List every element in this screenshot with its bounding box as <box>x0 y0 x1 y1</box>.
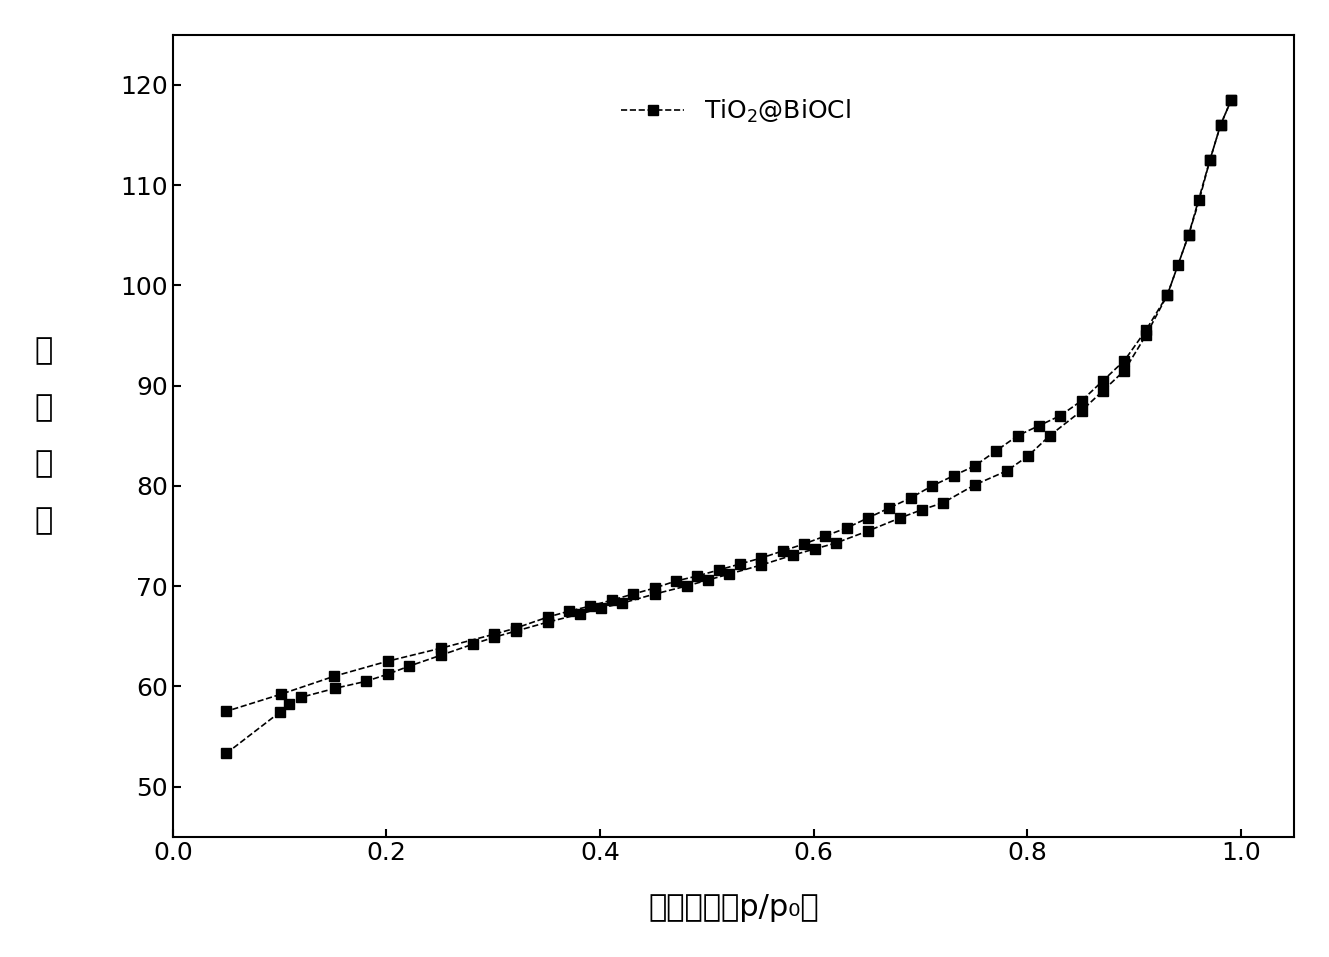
TiO$_2$@BiOCl <box>1021 450 1037 461</box>
TiO$_2$@BiOCl <box>401 660 417 672</box>
TiO$_2$@BiOCl <box>282 699 298 710</box>
TiO$_2$@BiOCl <box>892 512 908 523</box>
TiO$_2$@BiOCl <box>860 525 876 537</box>
TiO$_2$@BiOCl <box>1212 120 1228 131</box>
TiO$_2$@BiOCl <box>968 479 983 491</box>
TiO$_2$@BiOCl <box>785 549 801 561</box>
TiO$_2$@BiOCl <box>486 632 502 643</box>
TiO$_2$@BiOCl <box>1159 290 1175 301</box>
TiO$_2$@BiOCl <box>828 537 844 548</box>
TiO$_2$@BiOCl <box>380 669 396 680</box>
TiO$_2$@BiOCl <box>754 559 769 570</box>
TiO$_2$@BiOCl <box>679 580 695 591</box>
TiO$_2$@BiOCl <box>465 638 481 650</box>
TiO$_2$@BiOCl <box>807 544 823 555</box>
TiO$_2$@BiOCl <box>934 497 950 508</box>
TiO$_2$@BiOCl <box>1138 330 1154 342</box>
TiO$_2$@BiOCl <box>913 504 929 516</box>
TiO$_2$@BiOCl <box>722 568 738 580</box>
Y-axis label: 体
积
吸
附: 体 积 吸 附 <box>35 336 53 535</box>
TiO$_2$@BiOCl <box>327 682 343 694</box>
Legend: TiO$_2$@BiOCl: TiO$_2$@BiOCl <box>611 87 861 135</box>
TiO$_2$@BiOCl <box>1095 385 1111 396</box>
TiO$_2$@BiOCl <box>646 589 662 600</box>
TiO$_2$@BiOCl <box>359 676 375 687</box>
TiO$_2$@BiOCl <box>1223 94 1239 105</box>
TiO$_2$@BiOCl <box>1116 365 1132 376</box>
TiO$_2$@BiOCl <box>700 574 716 586</box>
TiO$_2$@BiOCl <box>1180 230 1196 241</box>
TiO$_2$@BiOCl <box>218 747 234 759</box>
TiO$_2$@BiOCl <box>508 626 524 637</box>
TiO$_2$@BiOCl <box>571 609 587 620</box>
TiO$_2$@BiOCl <box>614 597 630 609</box>
TiO$_2$@BiOCl <box>593 602 609 613</box>
TiO$_2$@BiOCl <box>271 706 287 718</box>
TiO$_2$@BiOCl <box>1042 430 1058 441</box>
TiO$_2$@BiOCl <box>1201 154 1217 166</box>
TiO$_2$@BiOCl <box>1074 405 1090 416</box>
TiO$_2$@BiOCl <box>292 692 308 703</box>
TiO$_2$@BiOCl <box>540 616 556 628</box>
X-axis label: 相对压力（p/p₀）: 相对压力（p/p₀） <box>649 893 819 923</box>
TiO$_2$@BiOCl <box>433 650 449 661</box>
TiO$_2$@BiOCl <box>999 465 1015 477</box>
Line: TiO$_2$@BiOCl: TiO$_2$@BiOCl <box>222 95 1236 758</box>
